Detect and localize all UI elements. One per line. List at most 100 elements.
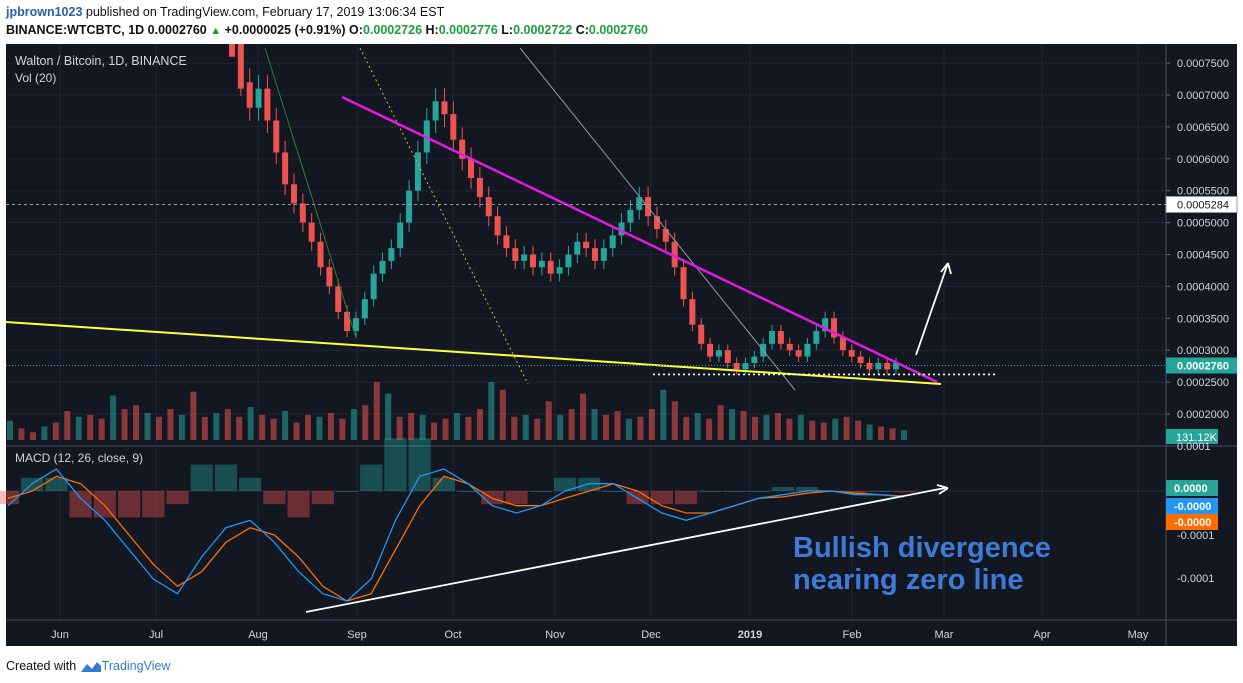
candle-body <box>715 350 722 357</box>
volume-bar <box>648 409 655 440</box>
candle-body <box>689 299 696 325</box>
candle-body <box>397 222 404 249</box>
annotation-text-line-1: Bullish divergence <box>793 532 1051 564</box>
candle-body <box>521 254 528 261</box>
volume-bar <box>522 414 529 440</box>
high-label: H: <box>425 23 439 37</box>
macd-histogram-bar <box>650 491 673 505</box>
volume-bar <box>282 411 289 440</box>
macd-value-label: -0.0000 <box>1174 517 1211 529</box>
candle-body <box>707 343 714 357</box>
candle-body <box>441 101 448 115</box>
candle-body <box>742 362 749 370</box>
volume-bar <box>557 414 564 440</box>
arrow-head <box>940 262 952 275</box>
volume-bar <box>511 416 518 440</box>
candle-body <box>290 184 297 204</box>
volume-bar <box>121 409 128 440</box>
volume-bar <box>454 412 460 440</box>
candle-body <box>875 362 882 370</box>
macd-histogram-bar <box>45 477 68 491</box>
candle-body <box>459 139 466 159</box>
volume-bar <box>350 409 357 440</box>
volume-bar <box>18 428 25 440</box>
candle-body <box>468 158 475 178</box>
volume-bar <box>167 409 174 440</box>
price-tick-label: 0.0002000 <box>1177 409 1229 421</box>
volume-bar <box>729 409 736 440</box>
chart-title: Walton / Bitcoin, 1D, BINANCE <box>15 54 187 68</box>
candle-body <box>671 241 678 268</box>
candle-body <box>848 350 855 357</box>
volume-bar <box>362 405 369 440</box>
volume-bar <box>110 395 117 440</box>
candle-body <box>769 331 776 344</box>
volume-bar <box>809 420 816 440</box>
candle-body <box>379 260 386 274</box>
volume-bar <box>786 418 793 440</box>
macd-value-box <box>1166 480 1218 496</box>
candle-body <box>609 235 616 249</box>
candle-body <box>600 248 607 261</box>
macd-value-label: 0.0000 <box>1174 483 1208 495</box>
volume-bar <box>247 407 254 440</box>
macd-tick-label: -0.0001 <box>1177 573 1214 585</box>
macd-histogram-bar <box>311 491 334 505</box>
volume-bar <box>625 418 632 440</box>
volume-marker-box <box>1166 429 1218 444</box>
macd-histogram-bar <box>771 487 795 491</box>
price-tick-label: 0.0006000 <box>1177 154 1229 166</box>
candle-body <box>370 273 377 300</box>
ohlc-line: BINANCE:WTCBTC, 1D 0.0002760 ▲ +0.000002… <box>6 21 1236 39</box>
last-price-label: 0.0002760 <box>1177 361 1229 373</box>
candle-body <box>786 343 793 351</box>
price-tick-label: 0.0007000 <box>1177 90 1229 102</box>
candle-body <box>751 356 758 363</box>
volume-bar <box>408 412 415 440</box>
macd-histogram-bar <box>602 491 625 492</box>
candle-body <box>494 216 501 236</box>
volume-bar <box>316 416 323 440</box>
volume-bar <box>201 416 208 440</box>
macd-value-label: -0.0000 <box>1174 501 1211 513</box>
time-tick-label: Feb <box>843 629 862 641</box>
support-line <box>5 321 942 385</box>
macd-histogram-bar <box>723 491 746 492</box>
high-value: 0.0002776 <box>438 23 498 37</box>
volume-bar <box>156 416 162 440</box>
trend-line-green <box>264 47 357 339</box>
macd-histogram-bar <box>892 491 916 493</box>
trend-line-grey <box>519 47 796 391</box>
drawing-annotations <box>5 47 1166 391</box>
price-marker-box <box>1165 195 1238 213</box>
volume-bar <box>740 411 747 440</box>
volume-bar <box>75 416 82 440</box>
tradingview-link[interactable]: TradingView <box>101 659 171 673</box>
macd-histogram-bar <box>868 491 891 492</box>
macd-histogram-bar <box>747 491 770 492</box>
axes: 0.0007500 0.0007000 0.0006500 0.0006000 0.00… <box>51 58 1238 641</box>
candle-body <box>352 318 359 332</box>
macd-histogram-bar <box>117 491 141 518</box>
low-value: 0.0002722 <box>513 23 573 37</box>
close-label: C: <box>575 23 589 37</box>
chart-header: jpbrown1023 published on TradingView.com… <box>6 4 1236 40</box>
macd-histogram-bar <box>457 491 480 492</box>
macd-histogram-bar <box>214 464 238 491</box>
volume-bar <box>671 401 678 440</box>
annotation-text-line-2: nearing zero line <box>793 564 1023 596</box>
candle-body <box>273 120 280 153</box>
candle-body <box>255 88 262 108</box>
volume-bar <box>534 418 541 440</box>
author-link[interactable]: jpbrown1023 <box>6 5 83 19</box>
price-tick-label: 0.0005500 <box>1177 186 1229 198</box>
open-value: 0.0002726 <box>362 23 423 37</box>
candle-body <box>326 267 333 287</box>
volume-bar <box>717 405 724 440</box>
time-tick-label: Nov <box>545 629 565 641</box>
price-change: +0.0000025 (+0.91%) <box>224 23 346 37</box>
close-value: 0.0002760 <box>588 23 648 37</box>
volume-bar <box>213 412 220 440</box>
candle-body <box>627 209 634 223</box>
